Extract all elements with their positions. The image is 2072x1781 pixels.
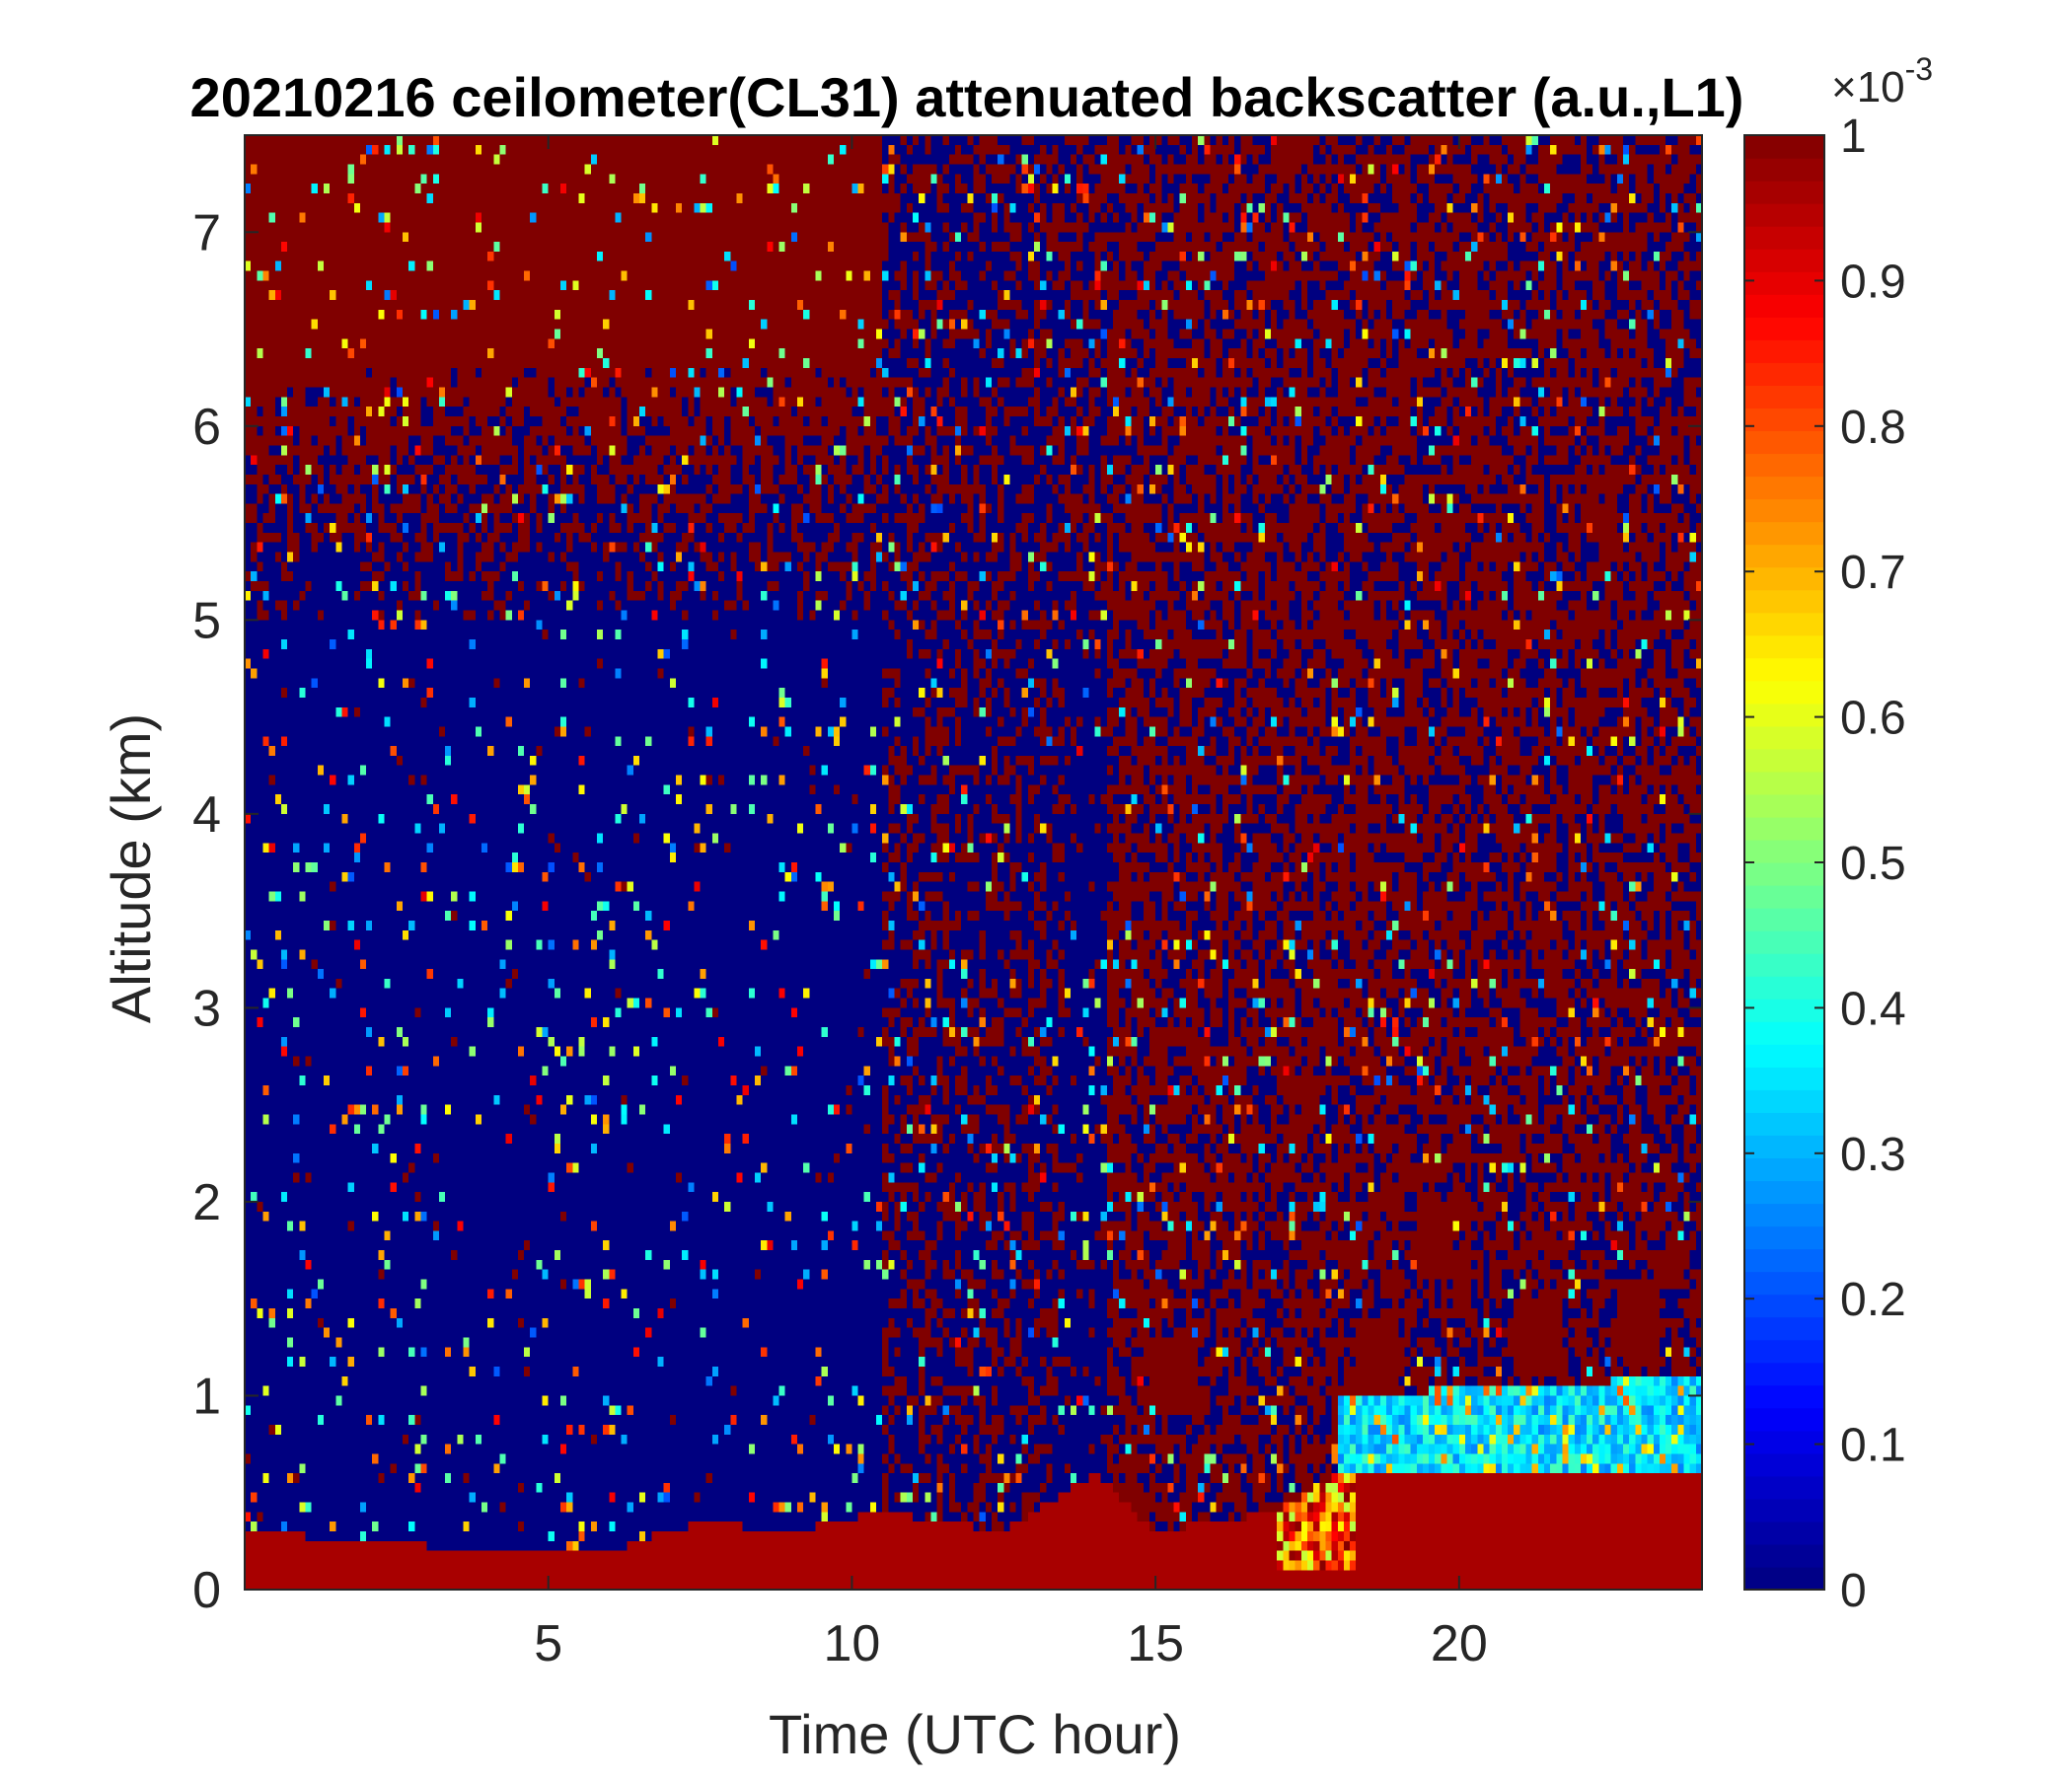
colorbar-band [1744, 1225, 1824, 1250]
y-tick-label: 1 [192, 1368, 221, 1425]
colorbar-band [1744, 885, 1824, 909]
colorbar-tick-label: 0.7 [1840, 547, 1906, 599]
colorbar-exponent: ×10-3 [1831, 51, 1933, 111]
colorbar-band [1744, 1044, 1824, 1068]
colorbar-band [1744, 1384, 1824, 1409]
colorbar-band [1744, 953, 1824, 977]
colorbar-band [1744, 612, 1824, 636]
colorbar-band [1744, 748, 1824, 773]
colorbar-band [1744, 1339, 1824, 1364]
colorbar-band [1744, 976, 1824, 1000]
colorbar-tick-label: 0.3 [1840, 1129, 1906, 1181]
y-tick-label: 3 [192, 980, 221, 1037]
colorbar-band [1744, 634, 1824, 659]
colorbar-band [1744, 362, 1824, 386]
colorbar-tick-label: 0.8 [1840, 402, 1906, 454]
colorbar-tick-label: 0.6 [1840, 693, 1906, 745]
colorbar-band [1744, 521, 1824, 546]
plot-frame [244, 134, 1703, 1591]
colorbar-band [1744, 1067, 1824, 1090]
colorbar-band [1744, 1407, 1824, 1432]
colorbar-band [1744, 1475, 1824, 1500]
colorbar-band [1744, 544, 1824, 568]
y-tick-label: 6 [192, 399, 221, 456]
colorbar-band [1744, 249, 1824, 272]
colorbar-band [1744, 657, 1824, 682]
colorbar-band [1744, 589, 1824, 614]
colorbar-band [1744, 771, 1824, 795]
colorbar-band [1744, 1112, 1824, 1136]
colorbar-band [1744, 226, 1824, 250]
colorbar-tick-label: 0 [1840, 1565, 1867, 1617]
colorbar-band [1744, 1089, 1824, 1113]
colorbar-tick-label: 0.5 [1840, 838, 1906, 890]
colorbar-band [1744, 566, 1824, 591]
colorbar-band [1744, 158, 1824, 182]
colorbar-band [1744, 271, 1824, 295]
colorbar-band [1744, 1452, 1824, 1477]
colorbar-band [1744, 703, 1824, 727]
x-tick-label: 10 [823, 1615, 880, 1672]
colorbar-tick-label: 1 [1840, 111, 1867, 163]
colorbar-band [1744, 1294, 1824, 1318]
x-tick-label: 15 [1127, 1615, 1184, 1672]
colorbar-band [1744, 317, 1824, 340]
axes: 5 10 15 20 0 1 2 3 4 5 6 7 [192, 134, 1703, 1672]
colorbar-tick-label: 0.1 [1840, 1420, 1906, 1472]
colorbar-band [1744, 498, 1824, 523]
colorbar-band [1744, 1566, 1824, 1591]
y-tick-label: 4 [192, 786, 221, 844]
colorbar-band [1744, 1316, 1824, 1341]
x-axis-label: Time (UTC hour) [769, 1703, 1181, 1765]
colorbar-band [1744, 385, 1824, 408]
colorbar-band [1744, 203, 1824, 227]
x-tick-label: 5 [534, 1615, 562, 1672]
colorbar-band [1744, 1430, 1824, 1454]
colorbar-band [1744, 1021, 1824, 1045]
colorbar-band [1744, 930, 1824, 954]
colorbar-band [1744, 680, 1824, 705]
colorbar-band [1744, 1543, 1824, 1568]
colorbar-band [1744, 1248, 1824, 1273]
colorbar-band [1744, 725, 1824, 750]
x-tick-label: 20 [1431, 1615, 1488, 1672]
colorbar-exponent-power: -3 [1905, 51, 1933, 87]
colorbar-band [1744, 181, 1824, 204]
colorbar-band [1744, 1521, 1824, 1545]
heatmap-cells [245, 135, 1702, 1590]
colorbar-band [1744, 793, 1824, 818]
colorbar-band [1744, 908, 1824, 931]
colorbar-band [1744, 339, 1824, 363]
colorbar-band [1744, 453, 1824, 478]
y-tick-label: 7 [192, 204, 221, 261]
colorbar-band [1744, 476, 1824, 500]
colorbar-band [1744, 1362, 1824, 1386]
y-axis-label: Altitude (km) [100, 713, 162, 1023]
backscatter-image [245, 135, 1702, 1590]
colorbar-band [1744, 999, 1824, 1022]
colorbar-band [1744, 408, 1824, 432]
colorbar-band [1744, 135, 1824, 159]
colorbar-tick-label: 0.9 [1840, 256, 1906, 308]
y-tick-label: 0 [192, 1562, 221, 1619]
colorbar-tick-label: 0.4 [1840, 983, 1906, 1035]
colorbar-band [1744, 1180, 1824, 1205]
colorbar-band [1744, 816, 1824, 841]
colorbar-band [1744, 1135, 1824, 1159]
colorbar-band [1744, 430, 1824, 455]
colorbar-band [1744, 294, 1824, 318]
colorbar-band [1744, 1157, 1824, 1182]
colorbar-band [1744, 862, 1824, 886]
colorbar-band [1744, 839, 1824, 863]
colorbar-band [1744, 1271, 1824, 1296]
chart-title: 20210216 ceilometer(CL31) attenuated bac… [190, 66, 1744, 128]
y-tick-label: 2 [192, 1174, 221, 1231]
colorbar-band [1744, 1498, 1824, 1522]
colorbar-tick-label: 0.2 [1840, 1274, 1906, 1326]
colorbar: 0 0.1 0.2 0.3 0.4 0.5 0.6 0.7 0.8 0.9 1×10-3 [1743, 51, 1933, 1617]
y-tick-label: 5 [192, 592, 221, 649]
colorbar-band [1744, 1203, 1824, 1227]
